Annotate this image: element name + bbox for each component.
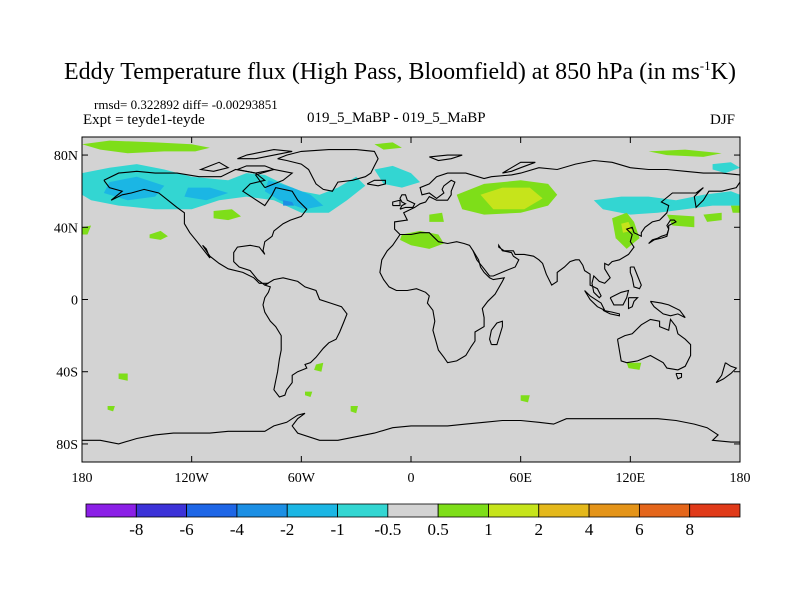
- colorbar-swatch-6: [387, 503, 439, 518]
- coastline-0: [103, 168, 308, 286]
- colorbar-label-3: -2: [280, 520, 294, 539]
- contour-region-23: [118, 373, 128, 381]
- coastline-layer: [82, 149, 740, 445]
- coastline-18: [277, 149, 379, 192]
- lat-tick-label-1: 40N: [54, 221, 78, 236]
- colorbar-label-10: 6: [635, 520, 644, 539]
- lon-tick-label-2: 60W: [288, 471, 316, 486]
- coastline-8: [649, 300, 686, 319]
- lon-tick-label-3: 0: [408, 471, 415, 486]
- colorbar-label-11: 8: [685, 520, 694, 539]
- coastline-1: [262, 277, 348, 398]
- colorbar-swatch-7: [437, 503, 489, 518]
- coastline-15: [399, 194, 416, 210]
- colorbar-label-2: -4: [230, 520, 245, 539]
- colorbar-swatch-5: [337, 503, 389, 518]
- colorbar-label-6: 0.5: [428, 520, 449, 539]
- colorbar-label-9: 4: [585, 520, 594, 539]
- lon-tick-label-4: 60E: [509, 471, 532, 486]
- contour-region-12: [480, 187, 543, 210]
- title-main: Eddy Temperature flux (High Pass, Bloomf…: [64, 59, 700, 85]
- coastline-3: [379, 234, 506, 364]
- contour-region-20: [666, 214, 695, 228]
- contour-region-6: [593, 191, 740, 215]
- coastline-2: [394, 159, 740, 299]
- colorbar-label-0: -8: [129, 520, 143, 539]
- coastline-14: [648, 219, 677, 244]
- lon-tick-label-0: 180: [72, 471, 93, 486]
- contour-region-21: [703, 212, 722, 222]
- contour-region-22: [730, 205, 740, 213]
- colorbar-label-4: -1: [330, 520, 344, 539]
- contour-region-14: [429, 212, 444, 222]
- contour-region-24: [314, 362, 324, 372]
- experiment-label: Expt = teyde1-teyde: [83, 112, 205, 128]
- colorbar-swatch-8: [488, 503, 540, 518]
- coastline-6: [675, 372, 683, 380]
- coastline-11: [609, 289, 630, 306]
- contour-region-28: [520, 395, 530, 403]
- contour-region-5: [283, 200, 294, 206]
- colorbar-swatch-12: [689, 503, 741, 518]
- lat-tick-label-0: 80N: [54, 149, 78, 164]
- chart-title: Eddy Temperature flux (High Pass, Bloomf…: [0, 58, 800, 86]
- axis-ticks: 180 120W 60W 0 60E 120E 180 80N 40N 0 40S 80S: [54, 137, 751, 486]
- chart-subtitle: 019_5_MaBP - 019_5_MaBP: [307, 110, 486, 126]
- contour-region-27: [350, 406, 358, 414]
- coastline-7: [715, 362, 738, 384]
- contour-region-19: [621, 221, 633, 233]
- title-end: K): [710, 59, 736, 85]
- coastline-19: [237, 165, 276, 174]
- colorbar-label-5: -0.5: [374, 520, 401, 539]
- colorbar-label-1: -6: [180, 520, 194, 539]
- coastline-12: [627, 297, 639, 310]
- coastline-21: [198, 161, 230, 172]
- contour-region-13: [400, 230, 444, 249]
- coastline-5: [616, 318, 692, 371]
- colorbar-swatch-1: [135, 503, 188, 518]
- colorbar-swatch-2: [186, 503, 238, 518]
- lon-tick-label-6: 180: [730, 471, 751, 486]
- contour-region-15: [213, 209, 241, 221]
- coastline-22: [254, 168, 294, 189]
- colorbar-swatch-9: [538, 503, 590, 518]
- contour-region-29: [626, 362, 642, 370]
- lat-tick-label-4: 80S: [56, 438, 78, 453]
- contour-region-10: [648, 149, 722, 157]
- contour-region-8: [82, 140, 210, 154]
- title-superscript: -1: [699, 58, 711, 73]
- colorbar-swatch-11: [638, 503, 691, 518]
- coastline-20: [237, 149, 293, 160]
- lat-tick-label-2: 0: [71, 294, 78, 309]
- contour-region-25: [305, 391, 313, 397]
- stats-label: rmsd= 0.322892 diff= -0.00293851: [94, 97, 278, 112]
- coastline-25: [82, 412, 740, 445]
- coastline-10: [602, 309, 620, 317]
- lat-tick-label-3: 40S: [56, 366, 78, 381]
- colorbar-swatch-10: [588, 503, 640, 518]
- season-label: DJF: [710, 112, 736, 128]
- lon-tick-label-1: 120W: [175, 471, 210, 486]
- contour-region-9: [374, 142, 402, 150]
- coastline-17: [366, 179, 386, 187]
- colorbar-label-7: 1: [484, 520, 493, 539]
- lon-tick-label-5: 120E: [616, 471, 646, 486]
- contour-region-26: [107, 406, 115, 412]
- coastline-16: [392, 199, 401, 207]
- colorbar-swatch-3: [236, 503, 288, 518]
- colorbar-swatch-4: [286, 503, 338, 518]
- contour-region-16: [149, 230, 168, 240]
- contour-region-3: [184, 187, 229, 201]
- coastline-13: [629, 266, 642, 290]
- colorbar-swatch-0: [85, 503, 137, 518]
- coastline-23: [429, 154, 463, 162]
- colorbar-label-8: 2: [535, 520, 544, 539]
- coastline-24: [502, 161, 536, 174]
- colorbar: -8 -6 -4 -2 -1 -0.5 0.5 1 2 4 6 8: [85, 503, 741, 539]
- coastline-4: [489, 320, 503, 346]
- contour-region-7: [712, 162, 740, 174]
